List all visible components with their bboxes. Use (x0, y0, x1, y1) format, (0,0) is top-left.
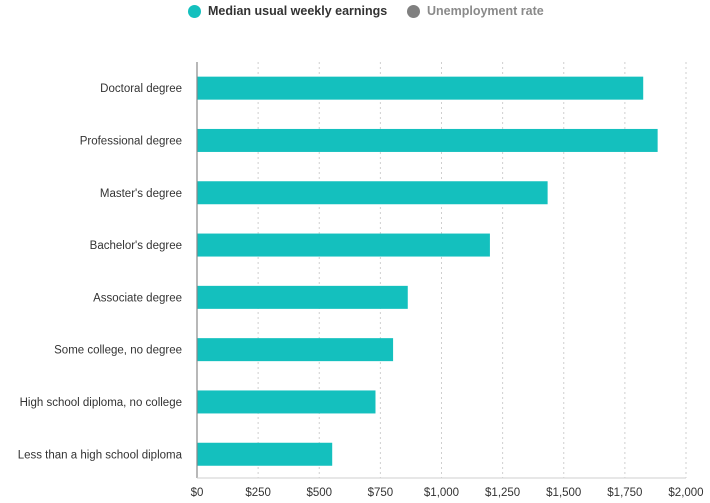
bar-0 (197, 76, 644, 100)
bar-6 (197, 390, 376, 414)
bar-2 (197, 181, 548, 205)
category-label-2: Master's degree (100, 188, 182, 200)
category-label-5: Some college, no degree (54, 345, 182, 357)
x-tick-label-7: $1,750 (607, 487, 642, 499)
category-label-4: Associate degree (93, 292, 182, 304)
bar-1 (197, 128, 658, 152)
bar-5 (197, 338, 394, 362)
x-tick-label-8: $2,000 (668, 487, 703, 499)
bar-7 (197, 442, 333, 466)
x-tick-label-4: $1,000 (424, 487, 459, 499)
legend-label-earnings: Median usual weekly earnings (208, 4, 388, 18)
x-tick-label-1: $250 (245, 487, 271, 499)
x-tick-label-2: $500 (306, 487, 332, 499)
chart-legend: Median usual weekly earnings Unemploymen… (0, 0, 710, 30)
x-tick-label-5: $1,250 (485, 487, 520, 499)
x-tick-label-6: $1,500 (546, 487, 581, 499)
bar-3 (197, 233, 490, 257)
bar-4 (197, 285, 408, 309)
legend-label-unemployment: Unemployment rate (427, 4, 544, 18)
category-label-7: Less than a high school diploma (18, 449, 183, 461)
legend-item-unemployment[interactable]: Unemployment rate (407, 4, 544, 18)
category-label-3: Bachelor's degree (90, 240, 182, 252)
legend-item-earnings[interactable]: Median usual weekly earnings (188, 4, 387, 18)
category-label-0: Doctoral degree (100, 83, 182, 95)
legend-marker-unemployment (407, 4, 420, 18)
category-label-6: High school diploma, no college (20, 397, 182, 409)
legend-marker-earnings (188, 4, 201, 18)
x-tick-label-3: $750 (368, 487, 394, 499)
category-label-1: Professional degree (80, 135, 182, 147)
x-tick-label-0: $0 (191, 487, 204, 499)
